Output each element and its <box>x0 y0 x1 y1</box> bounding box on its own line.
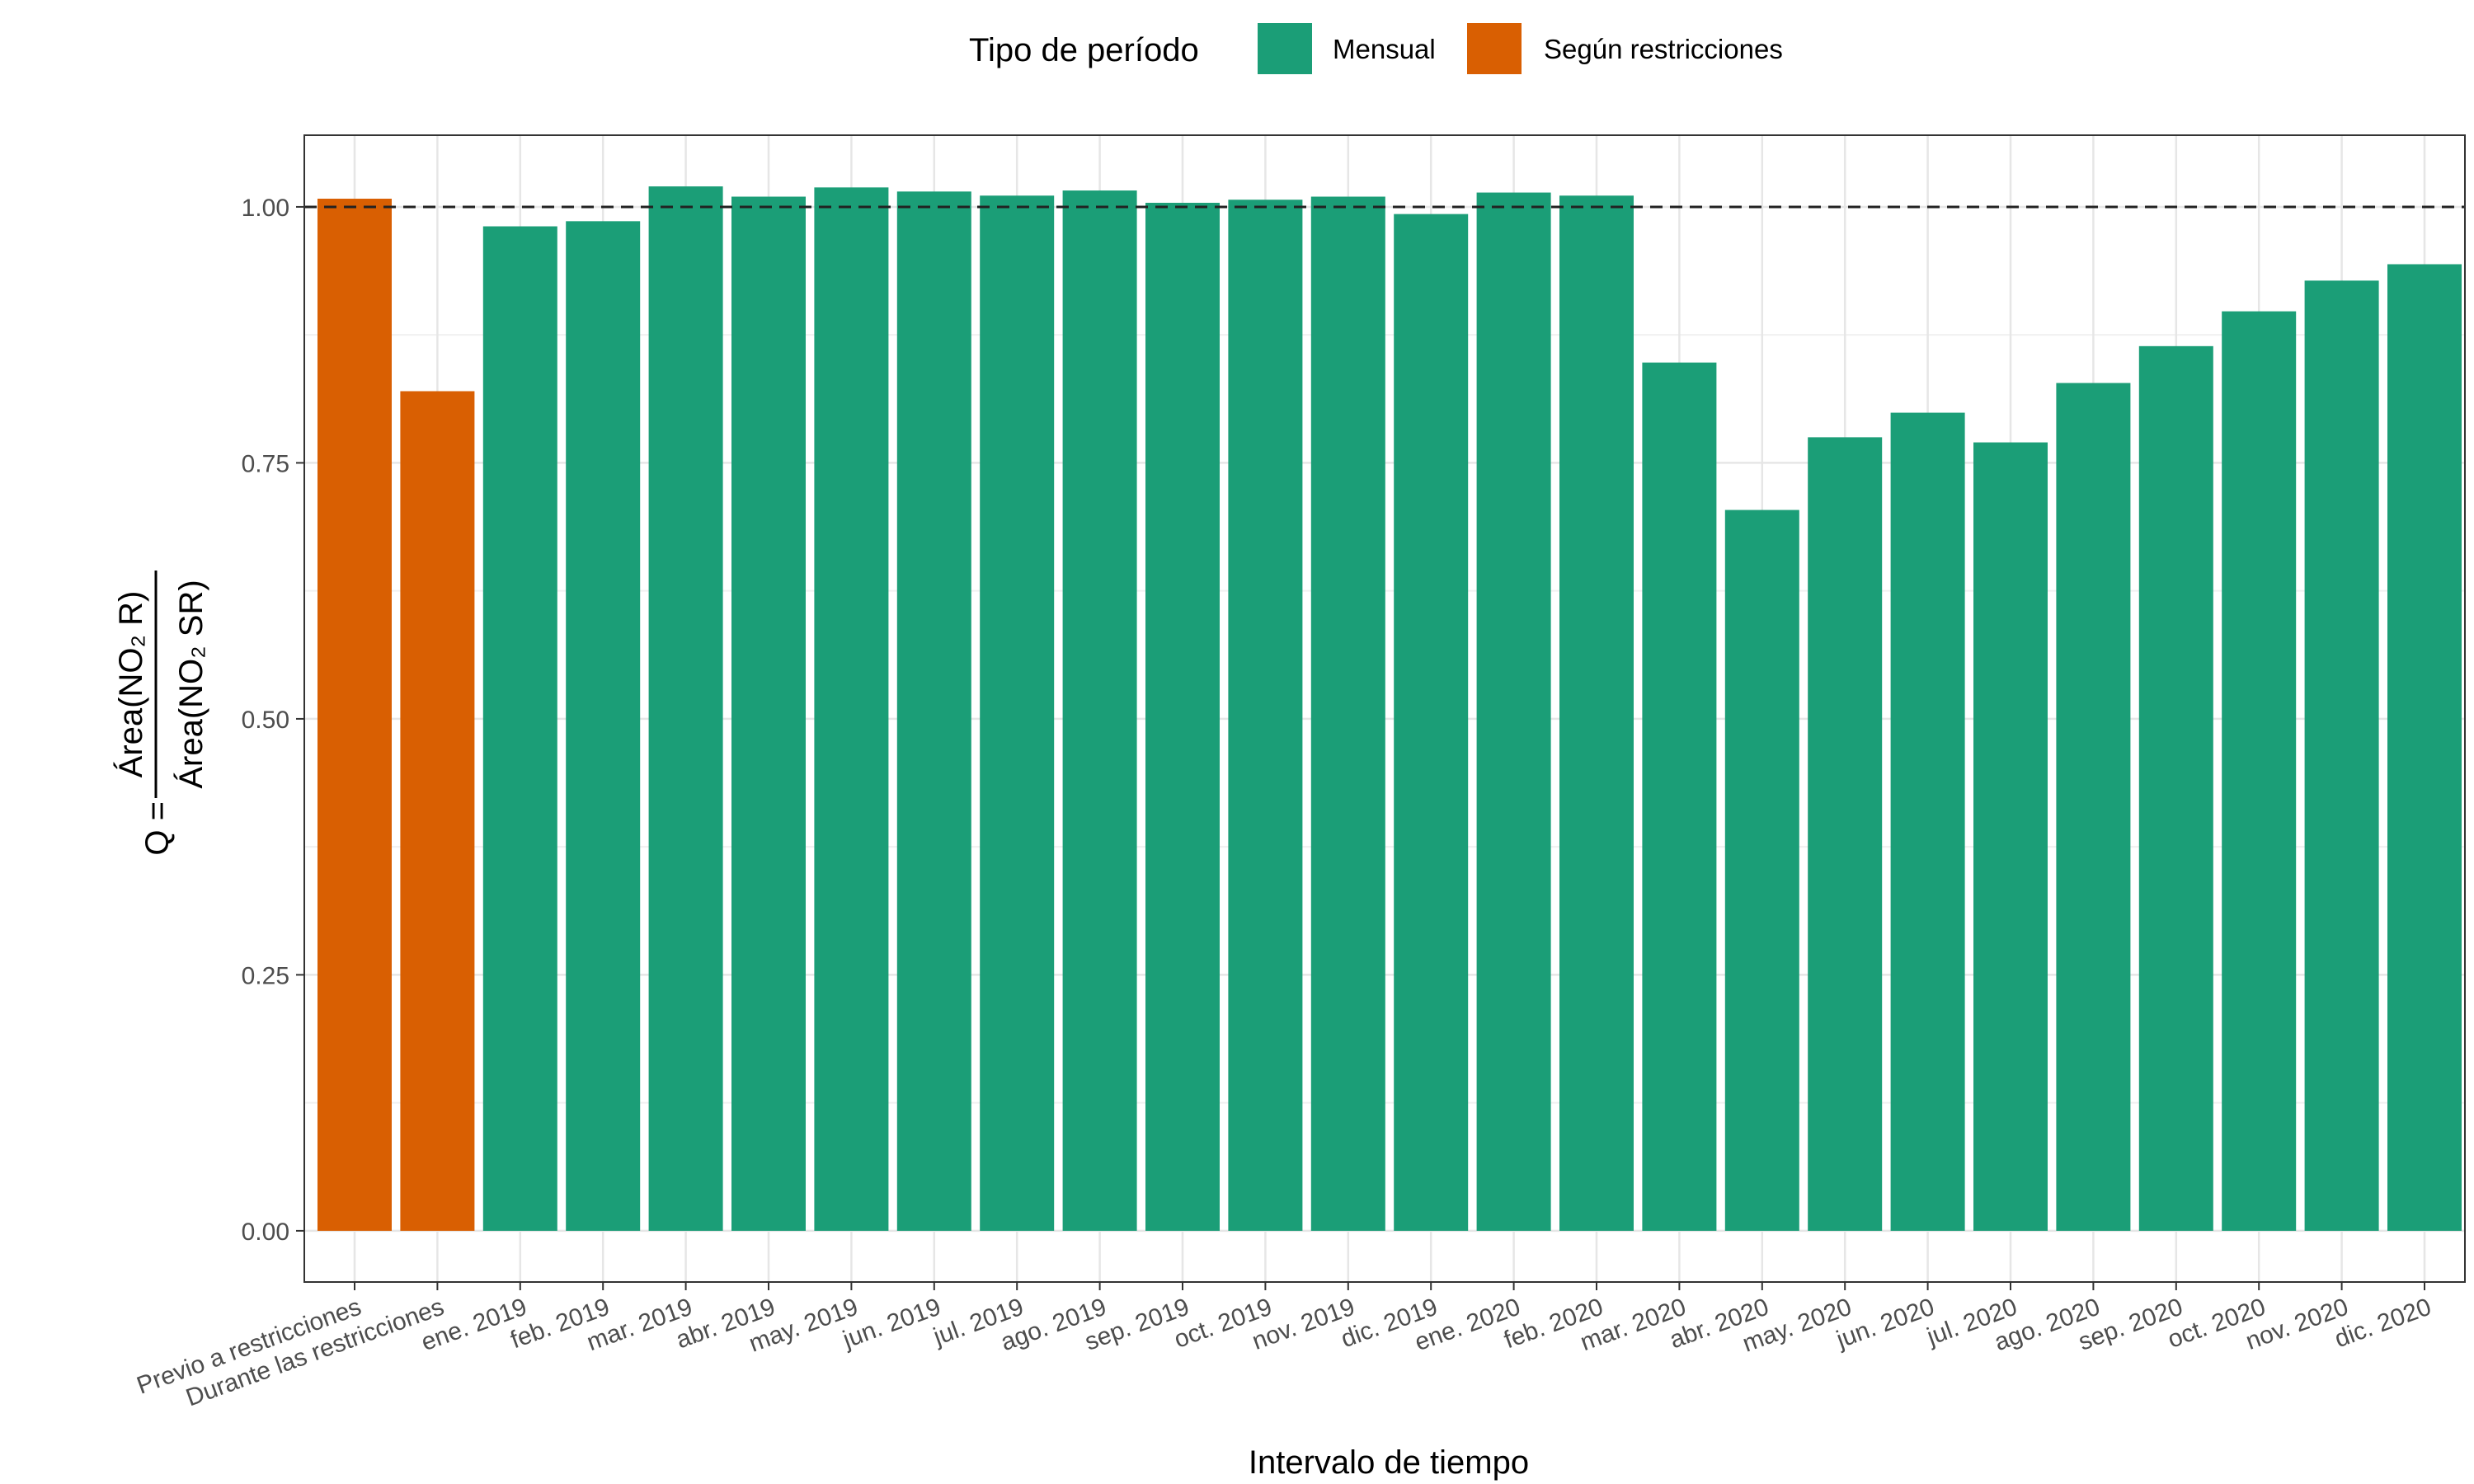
bar <box>814 187 889 1231</box>
y-tick-label: 0.00 <box>242 1219 289 1246</box>
bar <box>566 221 641 1231</box>
bar <box>2304 280 2379 1231</box>
bar <box>1145 202 1220 1231</box>
legend-label-segun-restricciones: Según restricciones <box>1544 34 1783 64</box>
y-tick-label: 1.00 <box>242 195 289 222</box>
bar <box>980 195 1055 1231</box>
y-axis-title-prefix: Q = <box>139 801 176 856</box>
bar <box>400 391 475 1231</box>
bar <box>2222 311 2297 1231</box>
bar <box>1476 192 1551 1231</box>
legend-swatch-segun-restricciones <box>1467 23 1522 74</box>
y-tick-label: 0.25 <box>242 962 289 989</box>
panel-border <box>303 134 2466 1283</box>
bar <box>1808 437 1883 1231</box>
bar <box>1310 196 1385 1231</box>
legend-title: Tipo de período <box>969 32 1199 68</box>
bar <box>2138 345 2213 1231</box>
x-axis-title: Intervalo de tiempo <box>1249 1444 1529 1481</box>
bar <box>731 196 806 1231</box>
bar <box>1062 190 1137 1231</box>
bar <box>482 226 557 1231</box>
legend-swatch-mensual <box>1258 23 1312 74</box>
y-axis-title-numerator: Área(NO₂ R) <box>112 591 149 778</box>
bar <box>1724 510 1799 1231</box>
bar <box>1890 412 1965 1231</box>
legend: Tipo de período Mensual Según restriccio… <box>969 23 1783 74</box>
bar <box>896 191 971 1231</box>
bar <box>317 199 392 1231</box>
y-axis: 0.00 0.25 0.50 0.75 1.00 <box>242 195 304 1246</box>
x-tick-label: dic. 2020 <box>2331 1294 2435 1354</box>
y-tick-label: 0.75 <box>242 450 289 477</box>
bar <box>2387 264 2462 1231</box>
bar <box>2056 383 2131 1231</box>
bar <box>648 186 723 1231</box>
bar <box>1228 200 1303 1231</box>
y-axis-title: Área(NO₂ R) Área(NO₂ SR) Q = <box>112 571 209 856</box>
bar <box>1642 362 1717 1231</box>
bars <box>317 186 2462 1231</box>
legend-label-mensual: Mensual <box>1333 34 1436 64</box>
y-axis-title-denominator: Área(NO₂ SR) <box>172 580 209 788</box>
y-tick-label: 0.50 <box>242 707 289 734</box>
bar <box>1559 195 1634 1231</box>
plot-panel <box>303 134 2466 1283</box>
bar <box>1973 442 2048 1231</box>
bar <box>1394 214 1469 1231</box>
